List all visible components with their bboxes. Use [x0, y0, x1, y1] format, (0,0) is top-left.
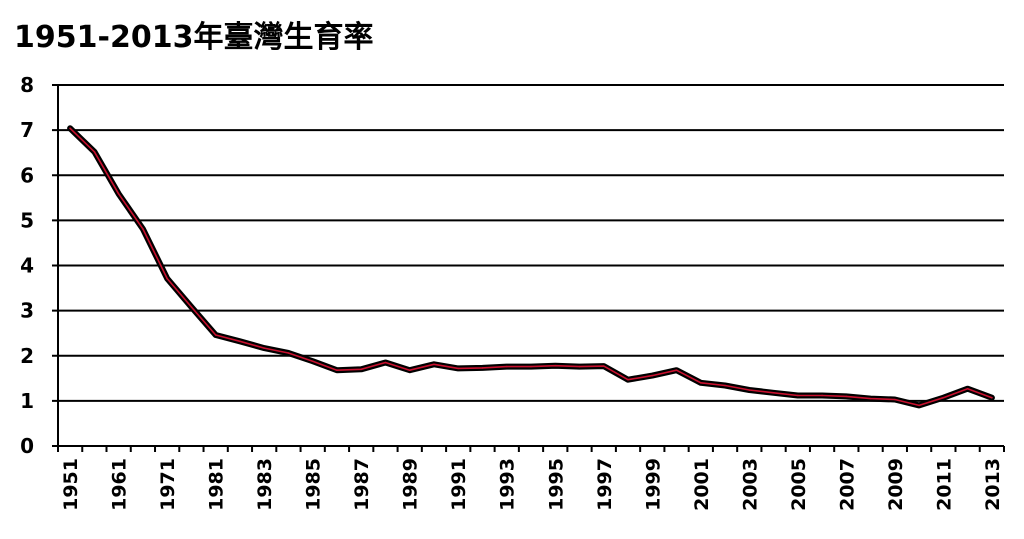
data-point — [166, 277, 168, 280]
y-tick-label: 4 — [20, 254, 34, 278]
data-point — [384, 361, 387, 364]
data-point — [360, 368, 363, 371]
y-tick-label: 7 — [20, 118, 34, 142]
y-tick-label: 0 — [20, 434, 34, 458]
x-tick-label: 1995 — [545, 458, 567, 511]
x-tick-label: 2013 — [982, 458, 1004, 511]
y-tick-label: 6 — [20, 163, 34, 187]
data-point — [530, 365, 532, 368]
data-point — [505, 365, 508, 368]
data-point — [627, 378, 629, 381]
x-tick-label: 1989 — [400, 458, 422, 511]
x-tick-label: 2003 — [739, 458, 761, 511]
data-point — [336, 369, 338, 371]
data-point — [748, 389, 751, 391]
chart-title: 1951-2013年臺灣生育率 — [14, 20, 373, 55]
x-tick-label: 2011 — [933, 458, 955, 511]
data-point — [651, 374, 654, 377]
x-tick-label: 1991 — [448, 458, 470, 511]
data-point — [214, 334, 217, 336]
data-point — [457, 367, 460, 370]
x-tick-label: 1981 — [206, 458, 228, 511]
axes — [52, 84, 1005, 452]
data-point — [845, 395, 848, 398]
data-point — [408, 369, 411, 371]
data-point — [797, 394, 799, 397]
data-point — [190, 306, 193, 308]
data-point — [991, 396, 993, 399]
y-tick-label: 5 — [20, 208, 34, 232]
data-point — [481, 367, 484, 369]
x-tick-label: 1961 — [109, 458, 131, 511]
x-tick-label: 1983 — [254, 458, 276, 511]
data-point — [433, 363, 435, 366]
data-point — [263, 347, 265, 349]
x-axis-ticks: 1951 1961 1971 1981 1983 1985 1987 1989 1991 1993… — [60, 458, 1004, 511]
data-point — [966, 387, 969, 390]
data-point — [142, 228, 144, 230]
y-tick-label: 2 — [20, 344, 34, 368]
data-point — [894, 398, 896, 401]
y-axis-ticks: 0 1 2 3 4 5 6 7 8 — [20, 73, 34, 458]
data-point — [942, 396, 945, 399]
data-point — [117, 192, 120, 195]
data-point — [311, 360, 314, 362]
x-tick-label: 2005 — [788, 458, 810, 511]
data-point — [821, 394, 823, 397]
data-point — [869, 397, 872, 400]
x-tick-label: 2007 — [836, 458, 858, 511]
data-point — [699, 382, 702, 384]
x-tick-label: 1971 — [157, 458, 179, 511]
y-tick-label: 1 — [20, 389, 34, 413]
data-point — [554, 364, 557, 367]
x-tick-label: 1987 — [351, 458, 373, 511]
x-tick-label: 1951 — [60, 458, 82, 511]
series-line-outline — [67, 125, 995, 409]
y-tick-label: 3 — [20, 299, 34, 323]
x-tick-label: 1985 — [303, 458, 325, 511]
data-point — [287, 352, 290, 354]
gridlines — [58, 84, 1004, 402]
data-point — [772, 391, 775, 394]
data-point — [675, 369, 678, 371]
x-tick-label: 1997 — [594, 458, 616, 511]
series-layer — [67, 125, 995, 409]
data-point — [918, 404, 920, 407]
data-point — [69, 127, 71, 130]
data-point — [239, 340, 241, 343]
y-tick-label: 8 — [20, 73, 34, 97]
data-point — [724, 384, 726, 387]
x-tick-label: 1993 — [497, 458, 519, 511]
data-point — [602, 365, 605, 367]
x-tick-label: 2001 — [691, 458, 713, 511]
x-tick-label: 1999 — [642, 458, 664, 511]
x-tick-label: 2009 — [885, 458, 907, 511]
data-point — [93, 150, 96, 153]
data-point — [578, 365, 581, 368]
